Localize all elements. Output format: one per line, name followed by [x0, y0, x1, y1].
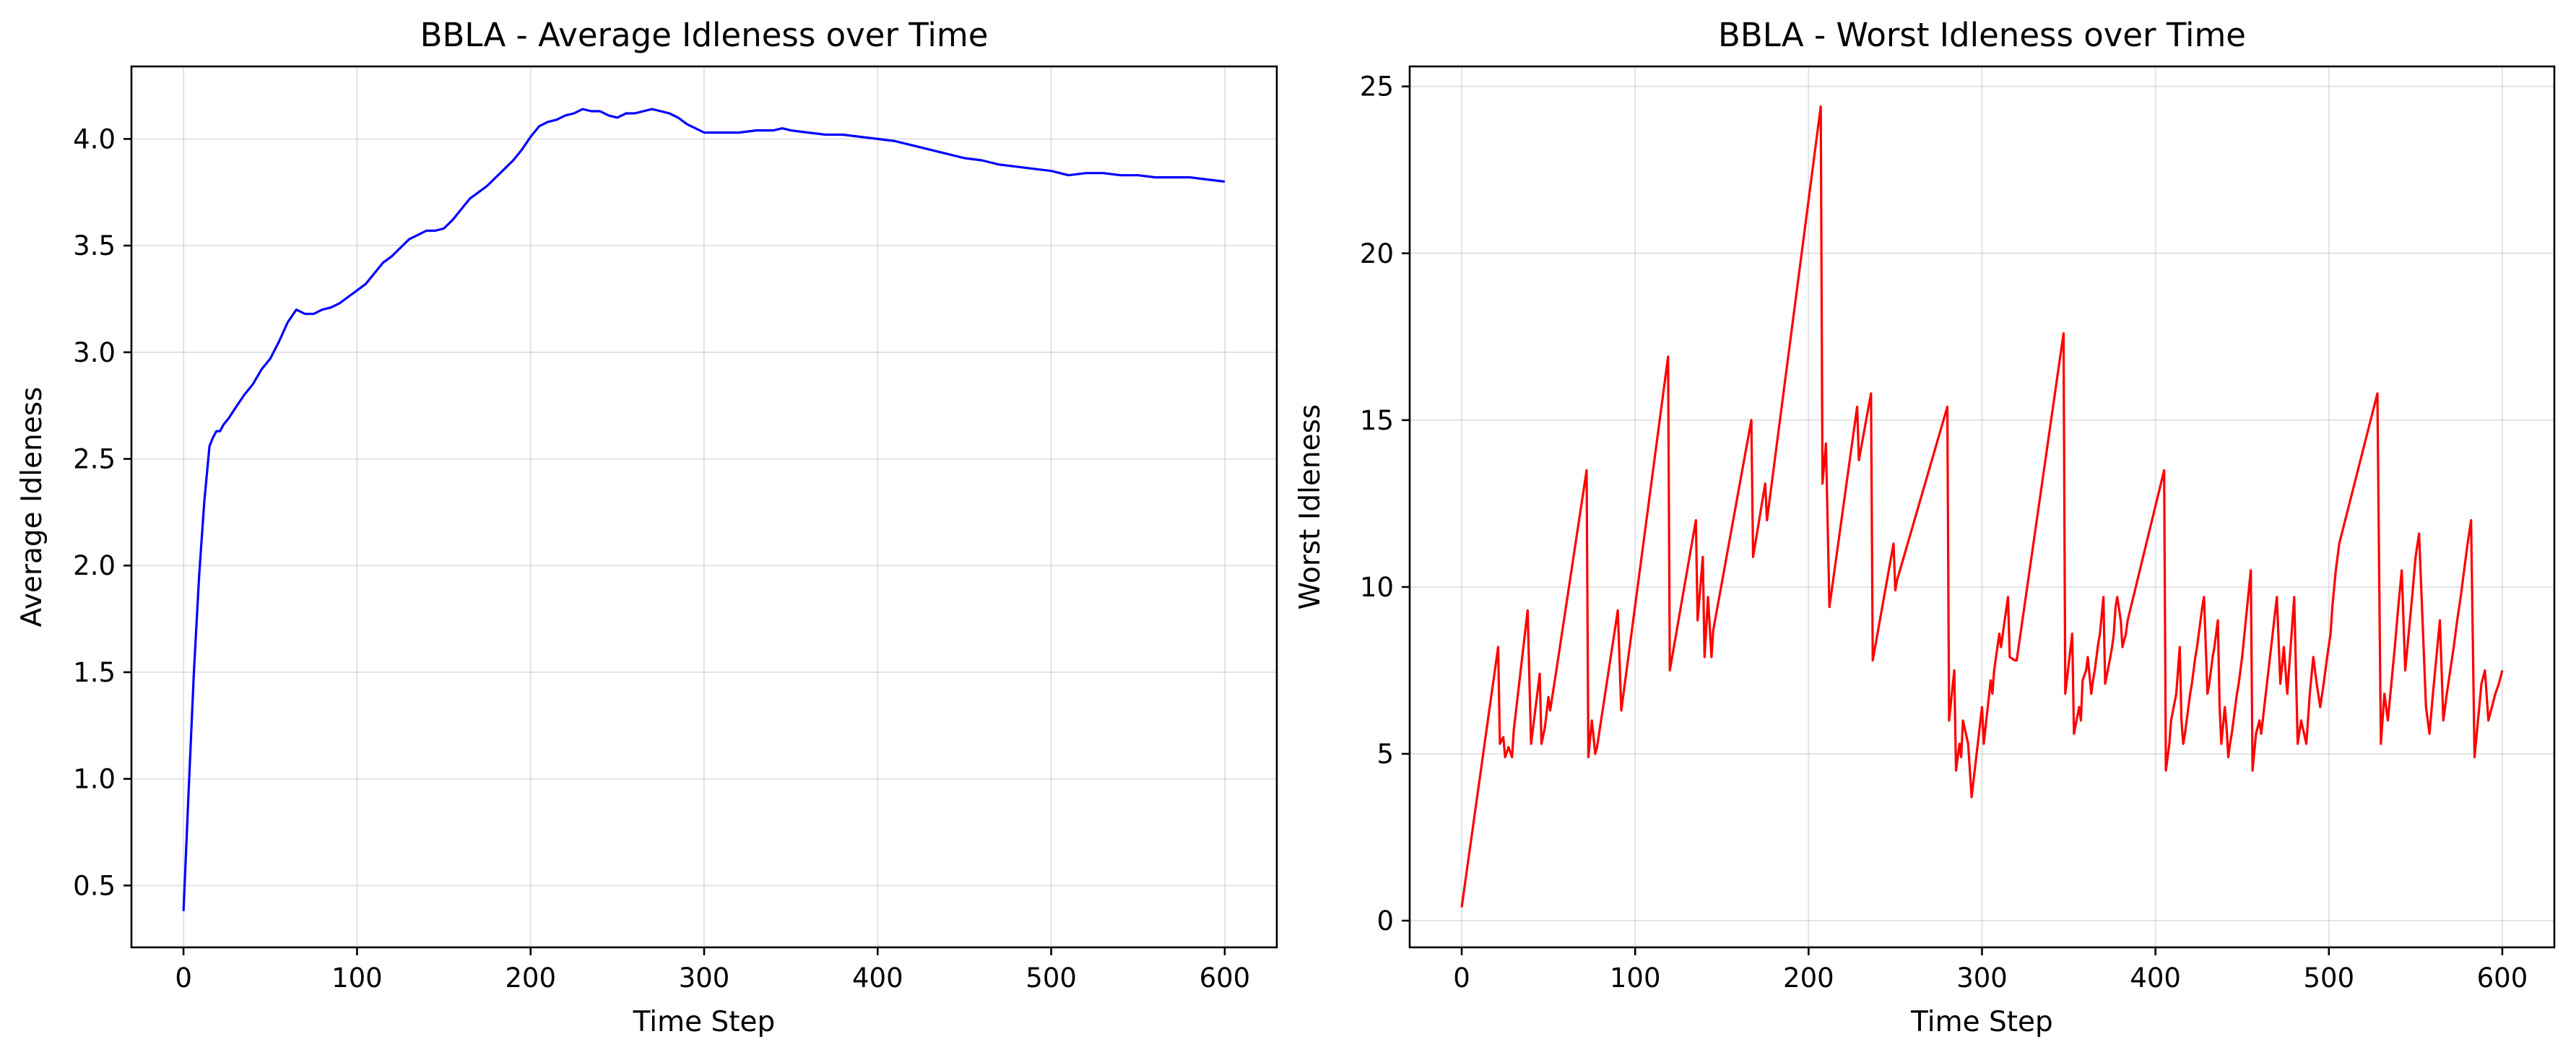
chart-title: BBLA - Worst Idleness over Time [1718, 16, 2246, 54]
y-tick-label: 1.5 [73, 657, 116, 688]
y-tick-label: 1.0 [73, 764, 116, 795]
y-tick-label: 2.0 [73, 550, 116, 581]
x-axis-label: Time Step [633, 1006, 776, 1038]
y-axis-label: Worst Idleness [1294, 404, 1327, 610]
worst-idleness-series-line [1460, 105, 2504, 908]
x-tick-label: 300 [679, 963, 730, 994]
worst-idleness-chart: 0 100 200 300 400 500 600 0 5 10 15 20 25 BBLA - Wors… [1294, 16, 2556, 1038]
x-tick-label: 200 [1783, 963, 1834, 994]
x-axis-label: Time Step [1910, 1006, 2053, 1038]
x-tick-label: 500 [2303, 963, 2354, 994]
x-tick-label: 300 [1956, 963, 2008, 994]
y-tick-label: 2.5 [73, 444, 116, 475]
x-tick-label: 100 [331, 963, 383, 994]
average-idleness-series-line [182, 108, 1226, 911]
y-tick-label: 15 [1360, 405, 1394, 436]
chart-title: BBLA - Average Idleness over Time [420, 16, 989, 54]
y-tick-label: 0 [1376, 905, 1394, 937]
x-tick-label: 400 [852, 963, 903, 994]
y-axis-label: Average Idleness [16, 387, 48, 627]
y-tick-label: 3.0 [73, 337, 116, 368]
x-tick-label: 500 [1025, 963, 1077, 994]
x-tick-label: 0 [1453, 963, 1470, 994]
x-tick-label: 200 [505, 963, 556, 994]
x-tick-label: 600 [2477, 963, 2528, 994]
y-tick-label: 5 [1376, 739, 1394, 770]
x-tick-label: 0 [175, 963, 192, 994]
x-tick-label: 600 [1200, 963, 1251, 994]
x-tick-label: 100 [1610, 963, 1661, 994]
y-tick-label: 3.5 [73, 230, 116, 261]
y-tick-label: 20 [1360, 238, 1394, 269]
y-tick-label: 0.5 [73, 870, 116, 901]
average-idleness-chart: 0 100 200 300 400 500 600 0.5 1.0 1.5 2.0 2.5 3.0 3.5… [16, 16, 1278, 1038]
y-tick-label: 10 [1360, 572, 1394, 603]
y-tick-label: 4.0 [73, 123, 116, 155]
x-tick-label: 400 [2130, 963, 2181, 994]
y-tick-label: 25 [1360, 71, 1394, 103]
